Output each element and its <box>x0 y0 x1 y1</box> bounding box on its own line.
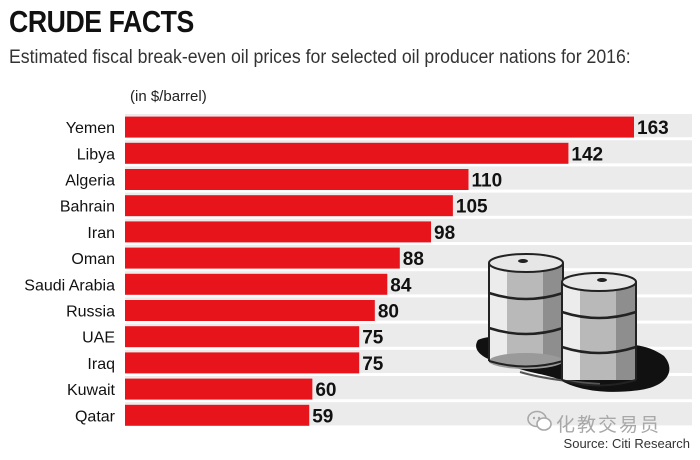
category-label: Algeria <box>65 173 115 190</box>
bar-qatar <box>125 404 310 426</box>
category-label: Iran <box>87 225 115 242</box>
source-note: Source: Citi Research <box>563 436 690 451</box>
bar-iran <box>125 221 432 243</box>
category-label: UAE <box>82 330 115 347</box>
category-label: Qatar <box>75 408 116 425</box>
value-label: 163 <box>637 118 669 139</box>
oil-spill-sheen <box>519 371 601 385</box>
category-label: Kuwait <box>67 382 116 399</box>
category-label: Libya <box>77 146 115 163</box>
value-label: 84 <box>390 275 412 296</box>
value-label: 105 <box>456 197 488 218</box>
unit-note: (in $/barrel) <box>130 88 207 105</box>
category-label: Russia <box>66 304 115 321</box>
value-label: 110 <box>471 171 502 192</box>
bar-yemen <box>125 116 634 138</box>
value-label: 75 <box>362 354 384 375</box>
category-label: Iraq <box>87 356 115 373</box>
value-label: 75 <box>362 328 384 349</box>
bar-iraq <box>125 352 360 374</box>
oil-barrels-illustration <box>476 253 670 392</box>
value-label: 88 <box>403 249 424 270</box>
category-labels: Yemen Libya Algeria Bahrain Iran Oman Saudi Ar… <box>24 120 115 425</box>
chart-subtitle: Estimated fiscal break-even oil prices f… <box>9 47 631 68</box>
bar-saudi-arabia <box>125 273 388 295</box>
chart-title: CRUDE FACTS <box>9 4 194 39</box>
bar-bahrain <box>125 195 453 217</box>
category-label: Bahrain <box>60 199 115 216</box>
bar-libya <box>125 142 569 164</box>
barrel-right <box>561 272 637 387</box>
value-label: 98 <box>434 223 455 244</box>
category-label: Oman <box>71 251 115 268</box>
barrel-left <box>488 253 564 369</box>
bars <box>125 116 634 426</box>
value-label: 80 <box>378 302 399 323</box>
bar-kuwait <box>125 378 313 400</box>
category-label: Yemen <box>66 120 115 137</box>
value-label: 142 <box>571 144 603 165</box>
bar-algeria <box>125 169 469 190</box>
chat-bubble-icon <box>527 410 552 431</box>
bar-uae <box>125 326 360 348</box>
category-label: Saudi Arabia <box>24 277 115 294</box>
value-label: 59 <box>312 406 333 427</box>
bar-russia <box>125 300 375 321</box>
bar-oman <box>125 247 400 269</box>
watermark-text: 化教交易员 <box>556 415 662 436</box>
value-label: 60 <box>315 380 336 401</box>
